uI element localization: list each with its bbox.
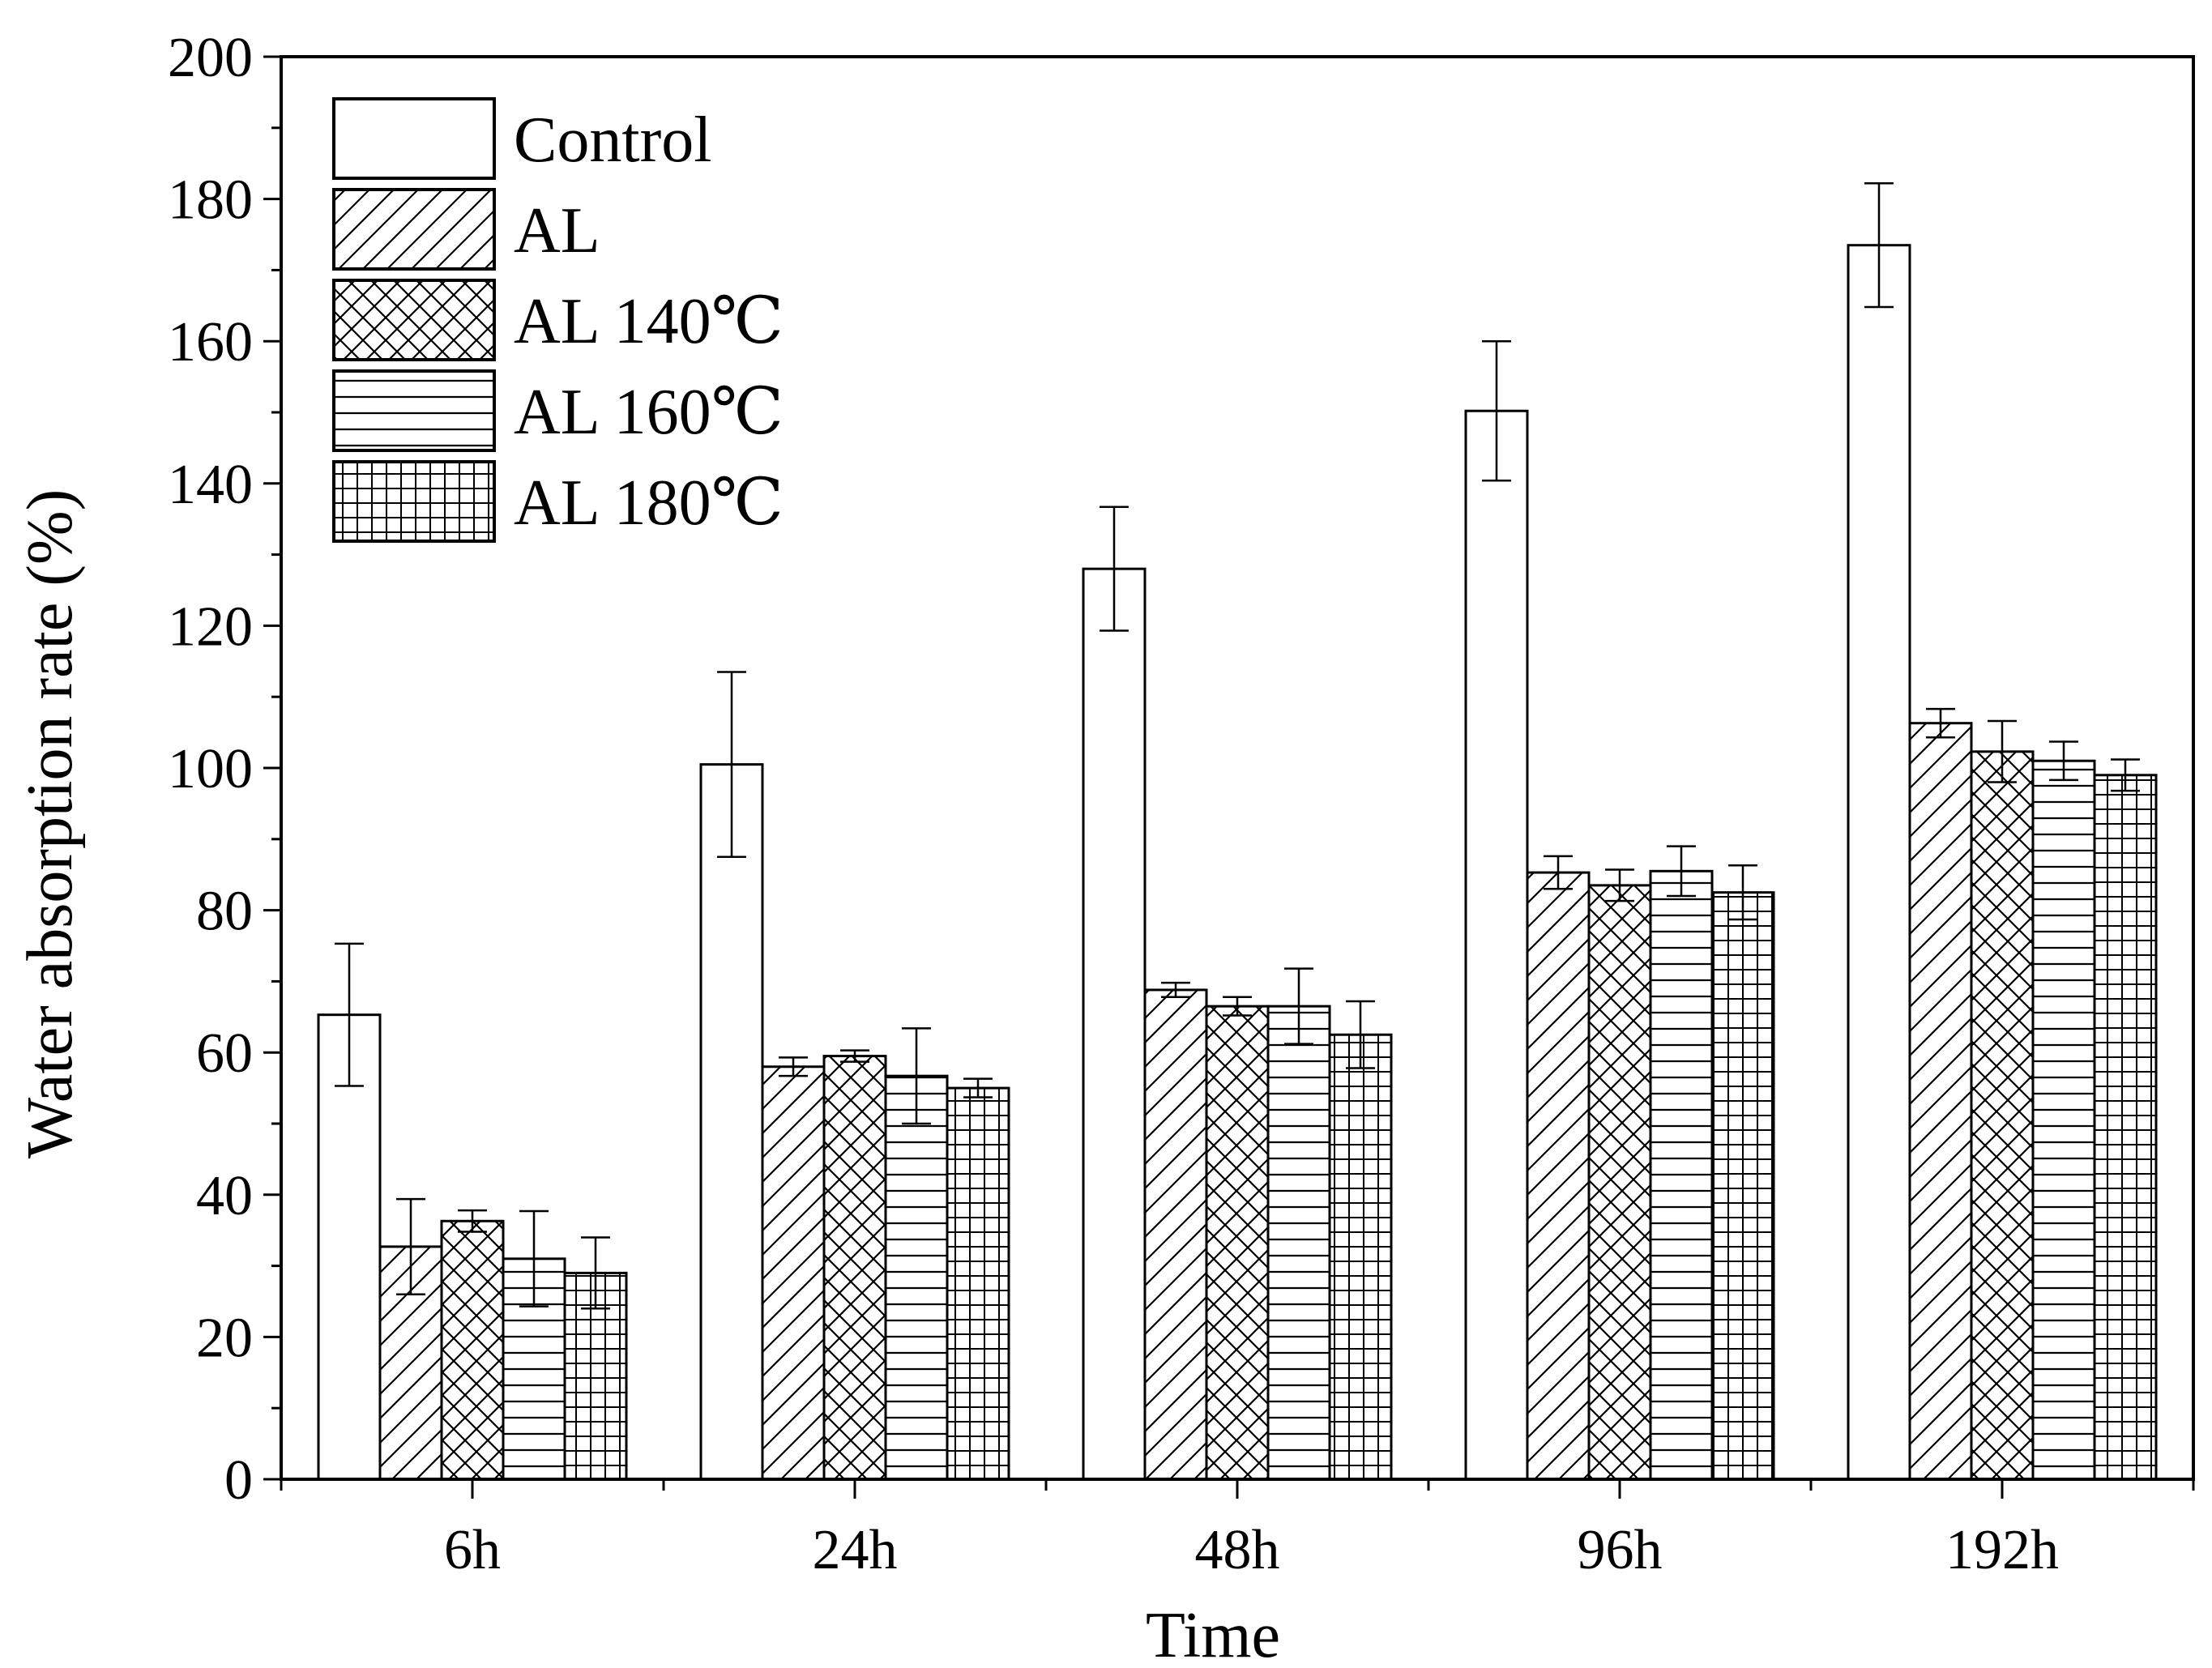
x-tick-label-24h: 24h [813,1519,898,1581]
x-tick-label-6h: 6h [444,1519,501,1581]
y-tick-label-100: 100 [168,738,253,800]
x-axis-title: Time [1146,1600,1280,1668]
y-tick-label-180: 180 [168,169,253,232]
legend-swatch-al-160- [332,369,496,452]
bar-al-140--192h [1970,750,2035,1481]
y-tick-label-0: 0 [224,1449,253,1512]
bar-al-160--192h [2031,759,2096,1481]
bar-al-180--24h [946,1086,1010,1481]
bar-al-160--24h [884,1074,949,1481]
legend: Control AL AL 140℃ AL 160℃ AL 180℃ [332,97,784,543]
y-tick-label-20: 20 [196,1307,253,1369]
legend-label-al-140-: AL 140℃ [514,286,784,357]
bar-control-192h [1847,244,1911,1481]
bar-al-140--96h [1587,884,1652,1481]
bar-al-140--24h [822,1055,887,1481]
y-tick-label-160: 160 [168,311,253,373]
legend-swatch-al [332,188,496,271]
bar-al-160--96h [1649,869,1714,1481]
y-tick-label-60: 60 [196,1022,253,1085]
y-tick-label-140: 140 [168,454,253,516]
bar-al-24h [761,1065,826,1481]
bar-al-192h [1908,722,1973,1481]
bar-al-180--192h [2093,774,2158,1481]
bar-control-48h [1082,567,1147,1481]
legend-label-al-180-: AL 180℃ [514,467,784,539]
y-tick-label-40: 40 [196,1165,253,1227]
legend-swatch-al-180- [332,460,496,543]
bar-al-160--48h [1266,1005,1331,1481]
bar-al-96h [1526,871,1591,1481]
legend-label-control: Control [514,105,711,176]
bar-control-96h [1464,409,1529,1481]
x-tick-label-192h: 192h [1945,1519,2059,1581]
bar-control-24h [699,763,764,1481]
bar-al-140--6h [440,1219,505,1481]
bar-al-140--48h [1205,1005,1270,1481]
y-tick-label-80: 80 [196,881,253,943]
y-tick-label-120: 120 [168,595,253,658]
bar-al-180--48h [1328,1033,1393,1481]
bar-al-180--96h [1710,891,1775,1481]
x-tick-label-96h: 96h [1578,1519,1663,1581]
legend-label-al: AL [514,195,600,267]
bar-al-48h [1143,988,1208,1481]
y-tick-label-200: 200 [168,27,253,89]
y-axis-title: Water absorption rate (%) [15,489,86,1159]
x-tick-label-48h: 48h [1195,1519,1280,1581]
legend-label-al-160-: AL 160℃ [514,377,784,448]
legend-swatch-al-140- [332,279,496,361]
legend-swatch-control [332,97,496,180]
bar-control-6h [317,1013,382,1481]
